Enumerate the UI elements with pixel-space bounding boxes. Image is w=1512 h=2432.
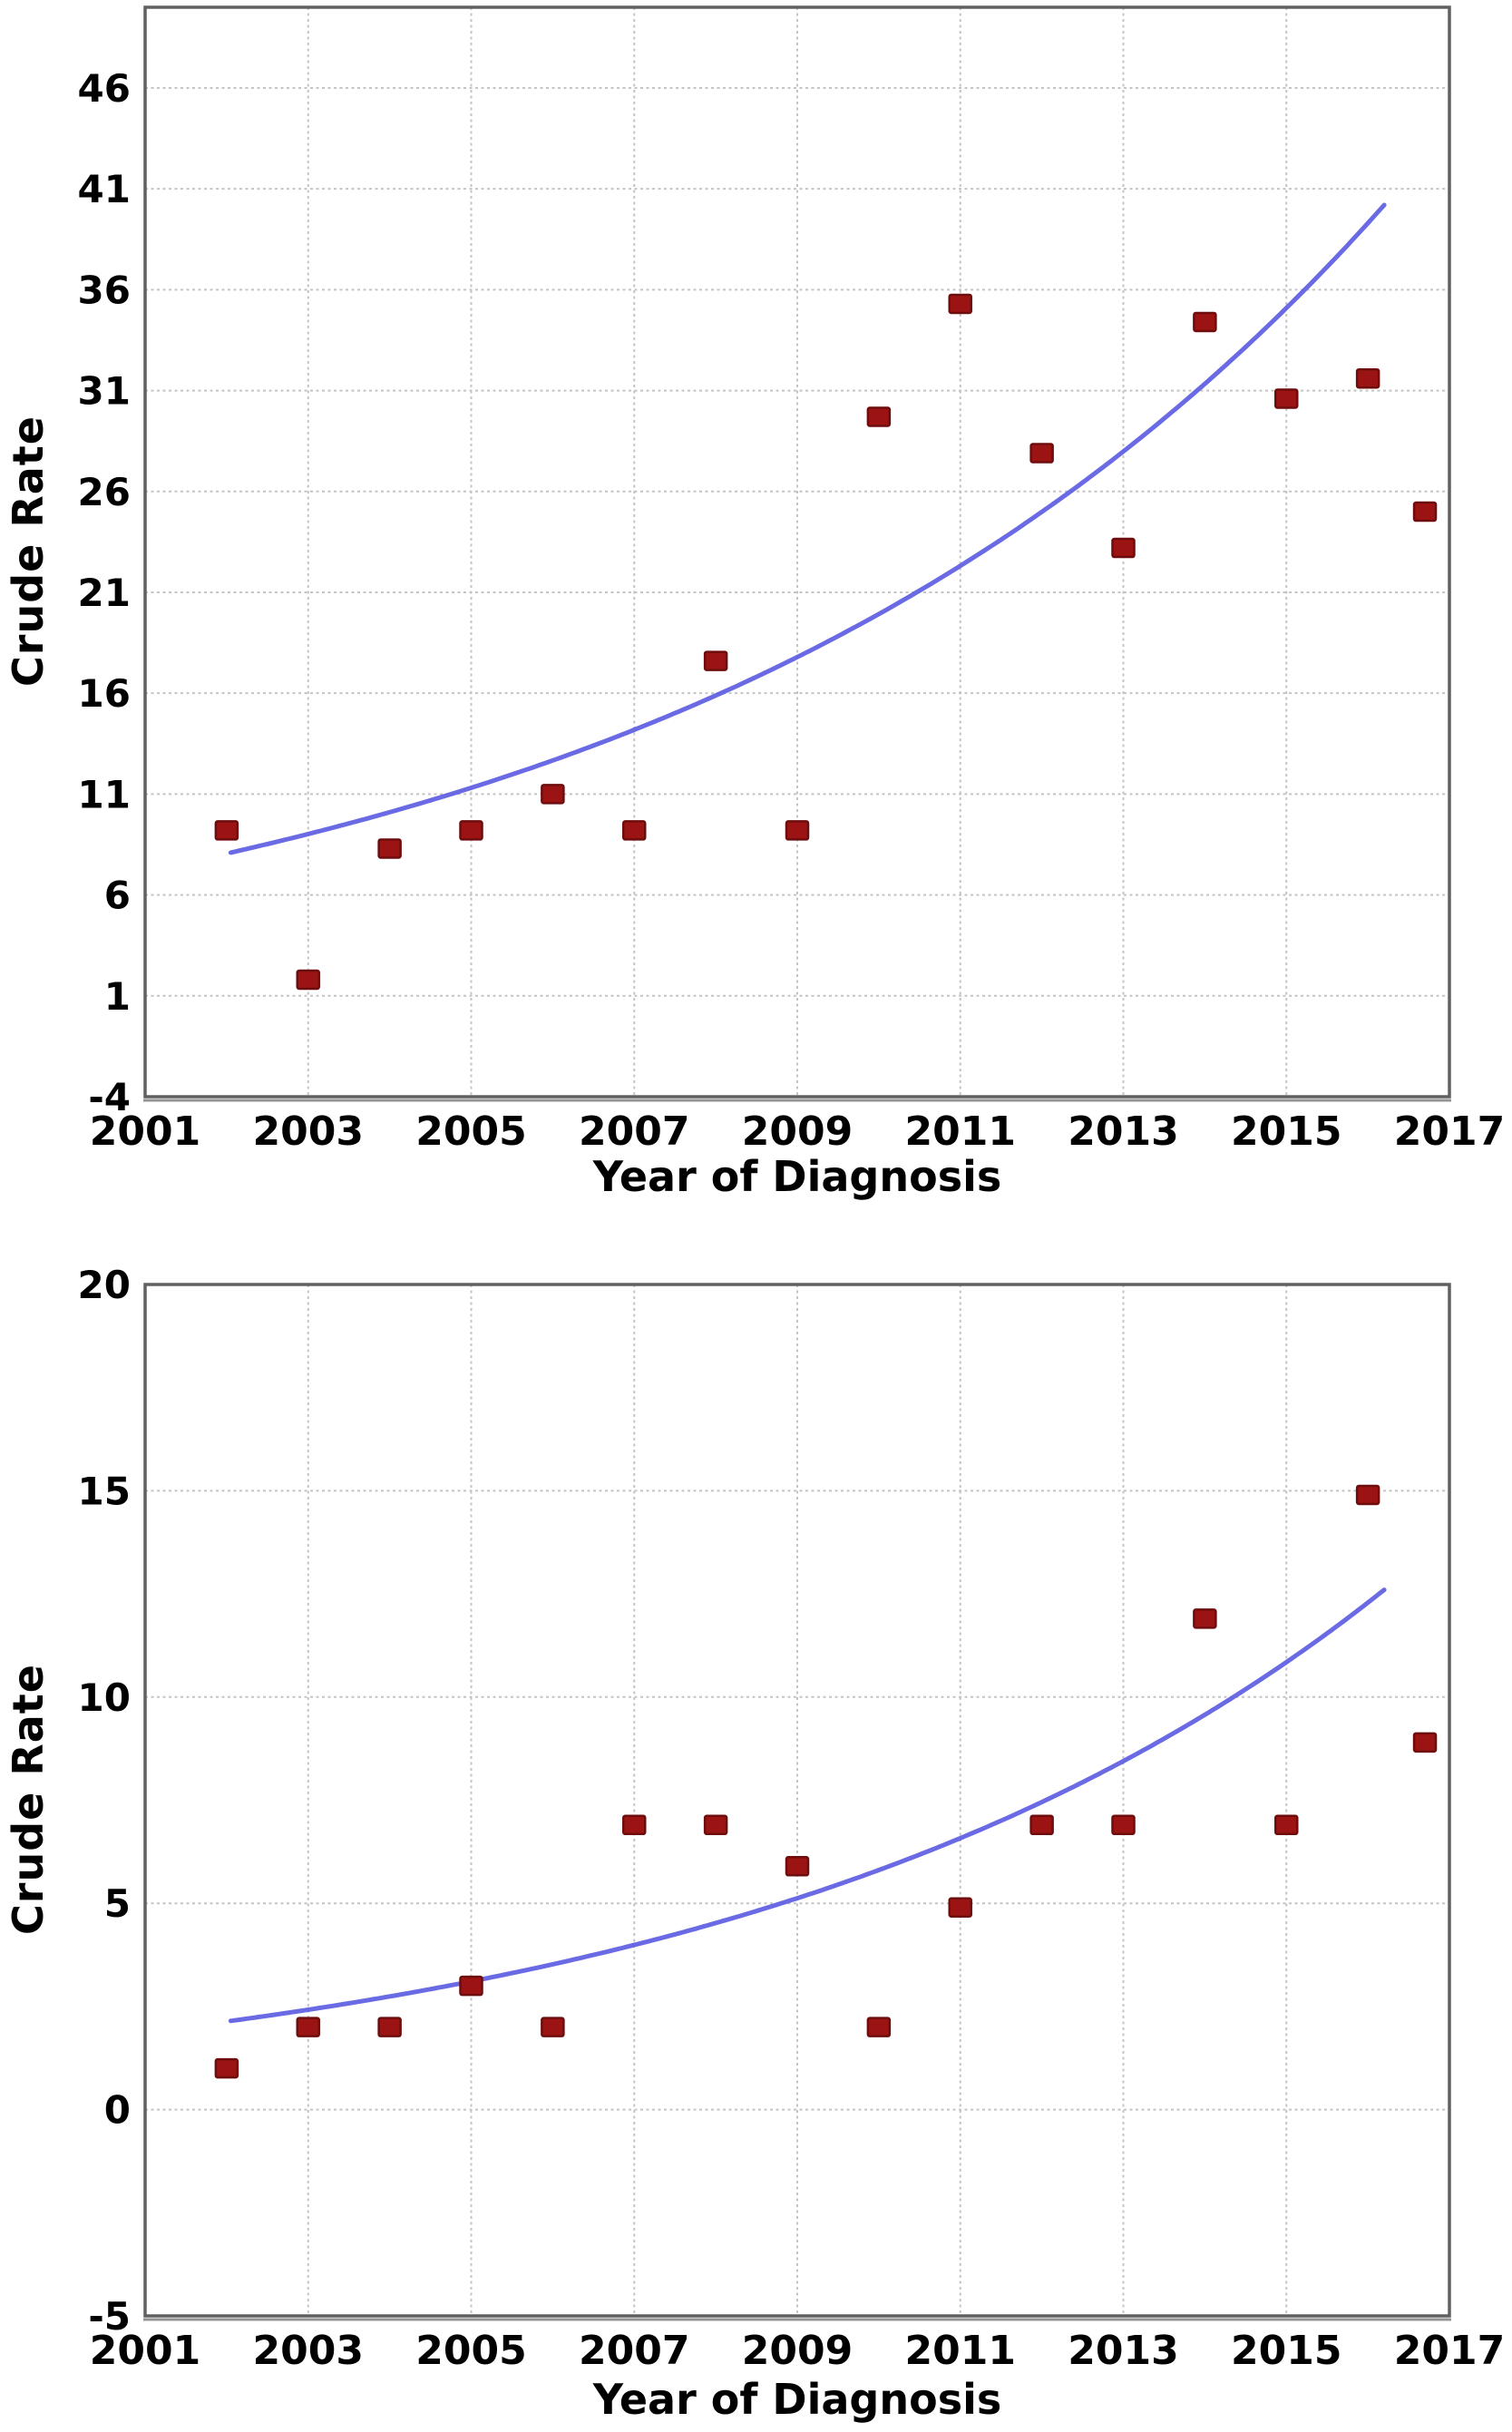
data-point-marker: [377, 838, 402, 859]
data-point-marker: [1274, 1814, 1299, 1836]
data-point-marker: [785, 1856, 810, 1877]
x-tick-label: 2007: [579, 1109, 689, 1155]
data-point-marker: [296, 2017, 320, 2037]
data-point-marker: [1355, 1484, 1380, 1506]
data-point-marker: [1193, 1608, 1217, 1629]
x-tick-label: 2005: [415, 2328, 526, 2374]
x-tick-label: 2001: [90, 2328, 200, 2374]
data-point-marker: [1111, 1814, 1136, 1836]
y-tick-label: 26: [78, 470, 131, 514]
y-tick-label: 10: [78, 1675, 131, 1720]
data-point-marker: [214, 2057, 239, 2079]
x-tick-label: 2003: [253, 1109, 364, 1155]
data-point-marker: [296, 969, 320, 991]
x-tick-label: 2009: [742, 1109, 853, 1155]
data-point-marker: [1274, 388, 1299, 409]
plot-border: [143, 5, 1451, 1099]
y-tick-label: -4: [88, 1075, 131, 1119]
data-point-marker: [1029, 443, 1054, 464]
plot-border: [143, 1283, 1451, 2318]
x-tick-label: 2011: [905, 1109, 1016, 1155]
x-tick-label: 2017: [1394, 1109, 1505, 1155]
data-point-marker: [1412, 501, 1438, 523]
data-point-marker: [541, 784, 565, 805]
y-axis-title-bottom-chart: Crude Rate: [4, 1664, 53, 1936]
data-point-marker: [377, 2017, 402, 2037]
data-point-marker: [1193, 311, 1217, 333]
y-axis-title-top-chart: Crude Rate: [4, 415, 53, 688]
data-point-marker: [622, 820, 647, 841]
data-point-marker: [541, 2017, 565, 2037]
data-point-marker: [703, 1814, 728, 1836]
y-tick-label: 20: [78, 1263, 131, 1307]
y-tick-label: 21: [78, 571, 131, 615]
y-tick-label: 16: [78, 671, 131, 716]
x-tick-label: 2003: [253, 2328, 364, 2374]
x-tick-label: 2015: [1231, 2328, 1341, 2374]
x-tick-label: 2013: [1068, 1109, 1178, 1155]
data-point-marker: [866, 406, 892, 427]
data-point-marker: [459, 1975, 483, 1997]
data-point-marker: [1355, 367, 1380, 389]
data-point-marker: [866, 2017, 892, 2037]
x-tick-label: 2017: [1394, 2328, 1505, 2374]
trend-line: [228, 1587, 1387, 2024]
data-point-marker: [1111, 537, 1136, 559]
y-tick-label: 0: [104, 2088, 131, 2133]
y-tick-label: -5: [88, 2294, 131, 2339]
data-point-marker: [703, 650, 728, 671]
y-tick-label: 46: [78, 66, 131, 111]
x-tick-label: 2009: [742, 2328, 853, 2374]
x-axis-title-top-chart: Year of Diagnosis: [592, 1152, 1002, 1201]
data-point-marker: [622, 1814, 647, 1836]
y-tick-label: 5: [104, 1881, 131, 1926]
data-point-marker: [459, 820, 483, 841]
x-tick-label: 2005: [415, 1109, 526, 1155]
x-tick-label: 2015: [1231, 1109, 1341, 1155]
data-point-marker: [948, 293, 972, 315]
x-tick-label: 2001: [90, 1109, 200, 1155]
y-tick-label: 1: [104, 974, 131, 1019]
y-tick-label: 41: [78, 167, 131, 211]
y-tick-label: 36: [78, 268, 131, 312]
x-tick-label: 2013: [1068, 2328, 1178, 2374]
data-point-marker: [1029, 1814, 1054, 1836]
x-axis-title-bottom-chart: Year of Diagnosis: [592, 2375, 1002, 2424]
trend-line: [228, 202, 1387, 855]
y-tick-label: 11: [78, 772, 131, 816]
data-point-marker: [214, 820, 239, 841]
x-tick-label: 2007: [579, 2328, 689, 2374]
y-tick-label: 31: [78, 369, 131, 414]
y-tick-label: 15: [78, 1469, 131, 1513]
data-point-marker: [948, 1897, 972, 1918]
y-tick-label: 6: [104, 874, 131, 918]
data-point-marker: [1412, 1732, 1438, 1753]
data-point-marker: [785, 820, 810, 841]
x-tick-label: 2011: [905, 2328, 1016, 2374]
